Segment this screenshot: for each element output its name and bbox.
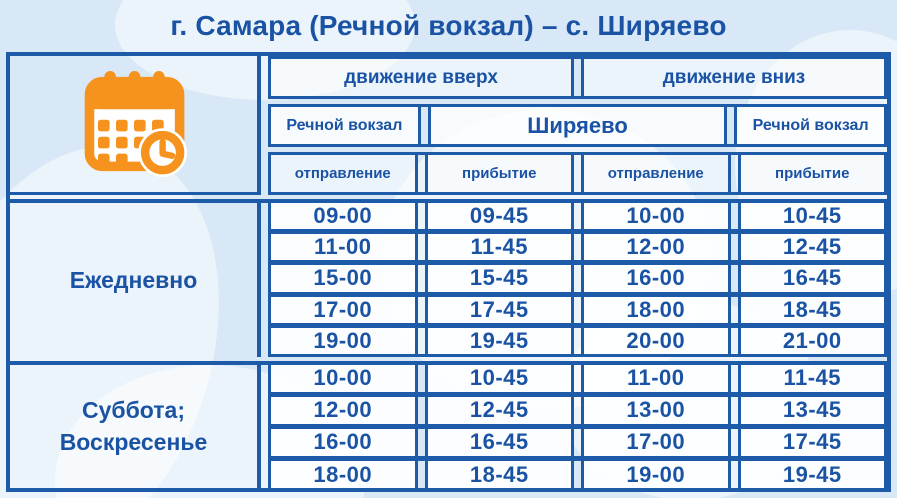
schedule-row: 18-00 18-45 19-00 19-45 xyxy=(268,460,887,489)
time-cell: 09-00 xyxy=(268,203,418,230)
time-cell: 11-00 xyxy=(581,364,731,392)
column-header-arrival-1: прибытие xyxy=(424,155,574,192)
time-cell: 17-00 xyxy=(268,296,418,323)
section-label-line: Ежедневно xyxy=(69,266,198,293)
time-cell: 18-00 xyxy=(581,296,731,323)
station-header-shiryaevo: Ширяево xyxy=(427,107,728,144)
schedule-row: 15-00 15-45 16-00 16-45 xyxy=(268,265,887,297)
direction-header-down: движение вниз xyxy=(581,59,887,96)
time-cell: 21-00 xyxy=(737,327,887,354)
schedule-row: 10-00 10-45 11-00 11-45 xyxy=(268,364,887,397)
calendar-cell xyxy=(10,56,261,195)
calendar-clock-icon xyxy=(84,71,187,177)
time-cell: 15-45 xyxy=(424,265,574,292)
time-cell: 18-45 xyxy=(737,296,887,323)
time-cell: 13-45 xyxy=(737,396,887,424)
time-cell: 16-45 xyxy=(424,428,574,456)
time-cell: 11-00 xyxy=(268,234,418,261)
time-cell: 10-45 xyxy=(737,203,887,230)
schedule-row: 11-00 11-45 12-00 12-45 xyxy=(268,234,887,266)
time-cell: 09-45 xyxy=(424,203,574,230)
time-cell: 16-45 xyxy=(737,265,887,292)
station-header-rechnoy-vokzal-left: Речной вокзал xyxy=(268,107,421,144)
time-cell: 11-45 xyxy=(737,364,887,392)
section-label-weekend: Суббота; Воскресенье xyxy=(10,364,261,488)
column-header-departure-2: отправление xyxy=(581,155,731,192)
direction-header-up: движение вверх xyxy=(268,59,574,96)
time-cell: 12-00 xyxy=(581,234,731,261)
column-header-row: отправление прибытие отправление прибыти… xyxy=(268,152,887,195)
schedule-row: 19-00 19-45 20-00 21-00 xyxy=(268,327,887,357)
time-cell: 16-00 xyxy=(581,265,731,292)
time-cell: 10-45 xyxy=(424,364,574,392)
station-header-row: Речной вокзал Ширяево Речной вокзал xyxy=(268,104,887,147)
section-daily: Ежедневно 09-00 09-45 10-00 10-45 11-00 … xyxy=(10,199,887,357)
time-cell: 15-00 xyxy=(268,265,418,292)
section-label-line: Суббота; xyxy=(81,397,185,424)
time-cell: 10-00 xyxy=(581,203,731,230)
time-cell: 17-45 xyxy=(424,296,574,323)
weekend-rows: 10-00 10-45 11-00 11-45 12-00 12-45 13-0… xyxy=(268,364,887,489)
time-cell: 19-00 xyxy=(581,460,731,489)
schedule-row: 16-00 16-45 17-00 17-45 xyxy=(268,428,887,461)
section-weekend: Суббота; Воскресенье 10-00 10-45 11-00 1… xyxy=(10,360,887,489)
table-header: движение вверх движение вниз Речной вокз… xyxy=(10,56,887,195)
time-cell: 10-00 xyxy=(268,364,418,392)
route-title: г. Самара (Речной вокзал) – с. Ширяево xyxy=(170,9,727,41)
schedule-row: 09-00 09-45 10-00 10-45 xyxy=(268,203,887,235)
time-cell: 12-00 xyxy=(268,396,418,424)
time-cell: 19-00 xyxy=(268,327,418,354)
section-label-daily: Ежедневно xyxy=(10,203,261,357)
time-cell: 19-45 xyxy=(737,460,887,489)
time-cell: 17-00 xyxy=(581,428,731,456)
time-cell: 20-00 xyxy=(581,327,731,354)
section-label-line: Воскресенье xyxy=(59,429,208,456)
time-cell: 18-00 xyxy=(268,460,418,489)
daily-rows: 09-00 09-45 10-00 10-45 11-00 11-45 12-0… xyxy=(268,203,887,357)
time-cell: 19-45 xyxy=(424,327,574,354)
time-cell: 11-45 xyxy=(424,234,574,261)
schedule-row: 17-00 17-45 18-00 18-45 xyxy=(268,296,887,328)
schedule-row: 12-00 12-45 13-00 13-45 xyxy=(268,396,887,429)
station-header-rechnoy-vokzal-right: Речной вокзал xyxy=(734,107,887,144)
header-rows: движение вверх движение вниз Речной вокз… xyxy=(268,56,887,195)
time-cell: 18-45 xyxy=(424,460,574,489)
direction-header-row: движение вверх движение вниз xyxy=(268,56,887,99)
time-cell: 12-45 xyxy=(424,396,574,424)
time-cell: 13-00 xyxy=(581,396,731,424)
schedule-table: движение вверх движение вниз Речной вокз… xyxy=(6,52,891,492)
time-cell: 12-45 xyxy=(737,234,887,261)
time-cell: 16-00 xyxy=(268,428,418,456)
column-header-departure-1: отправление xyxy=(268,155,418,192)
column-header-arrival-2: прибытие xyxy=(737,155,887,192)
time-cell: 17-45 xyxy=(737,428,887,456)
